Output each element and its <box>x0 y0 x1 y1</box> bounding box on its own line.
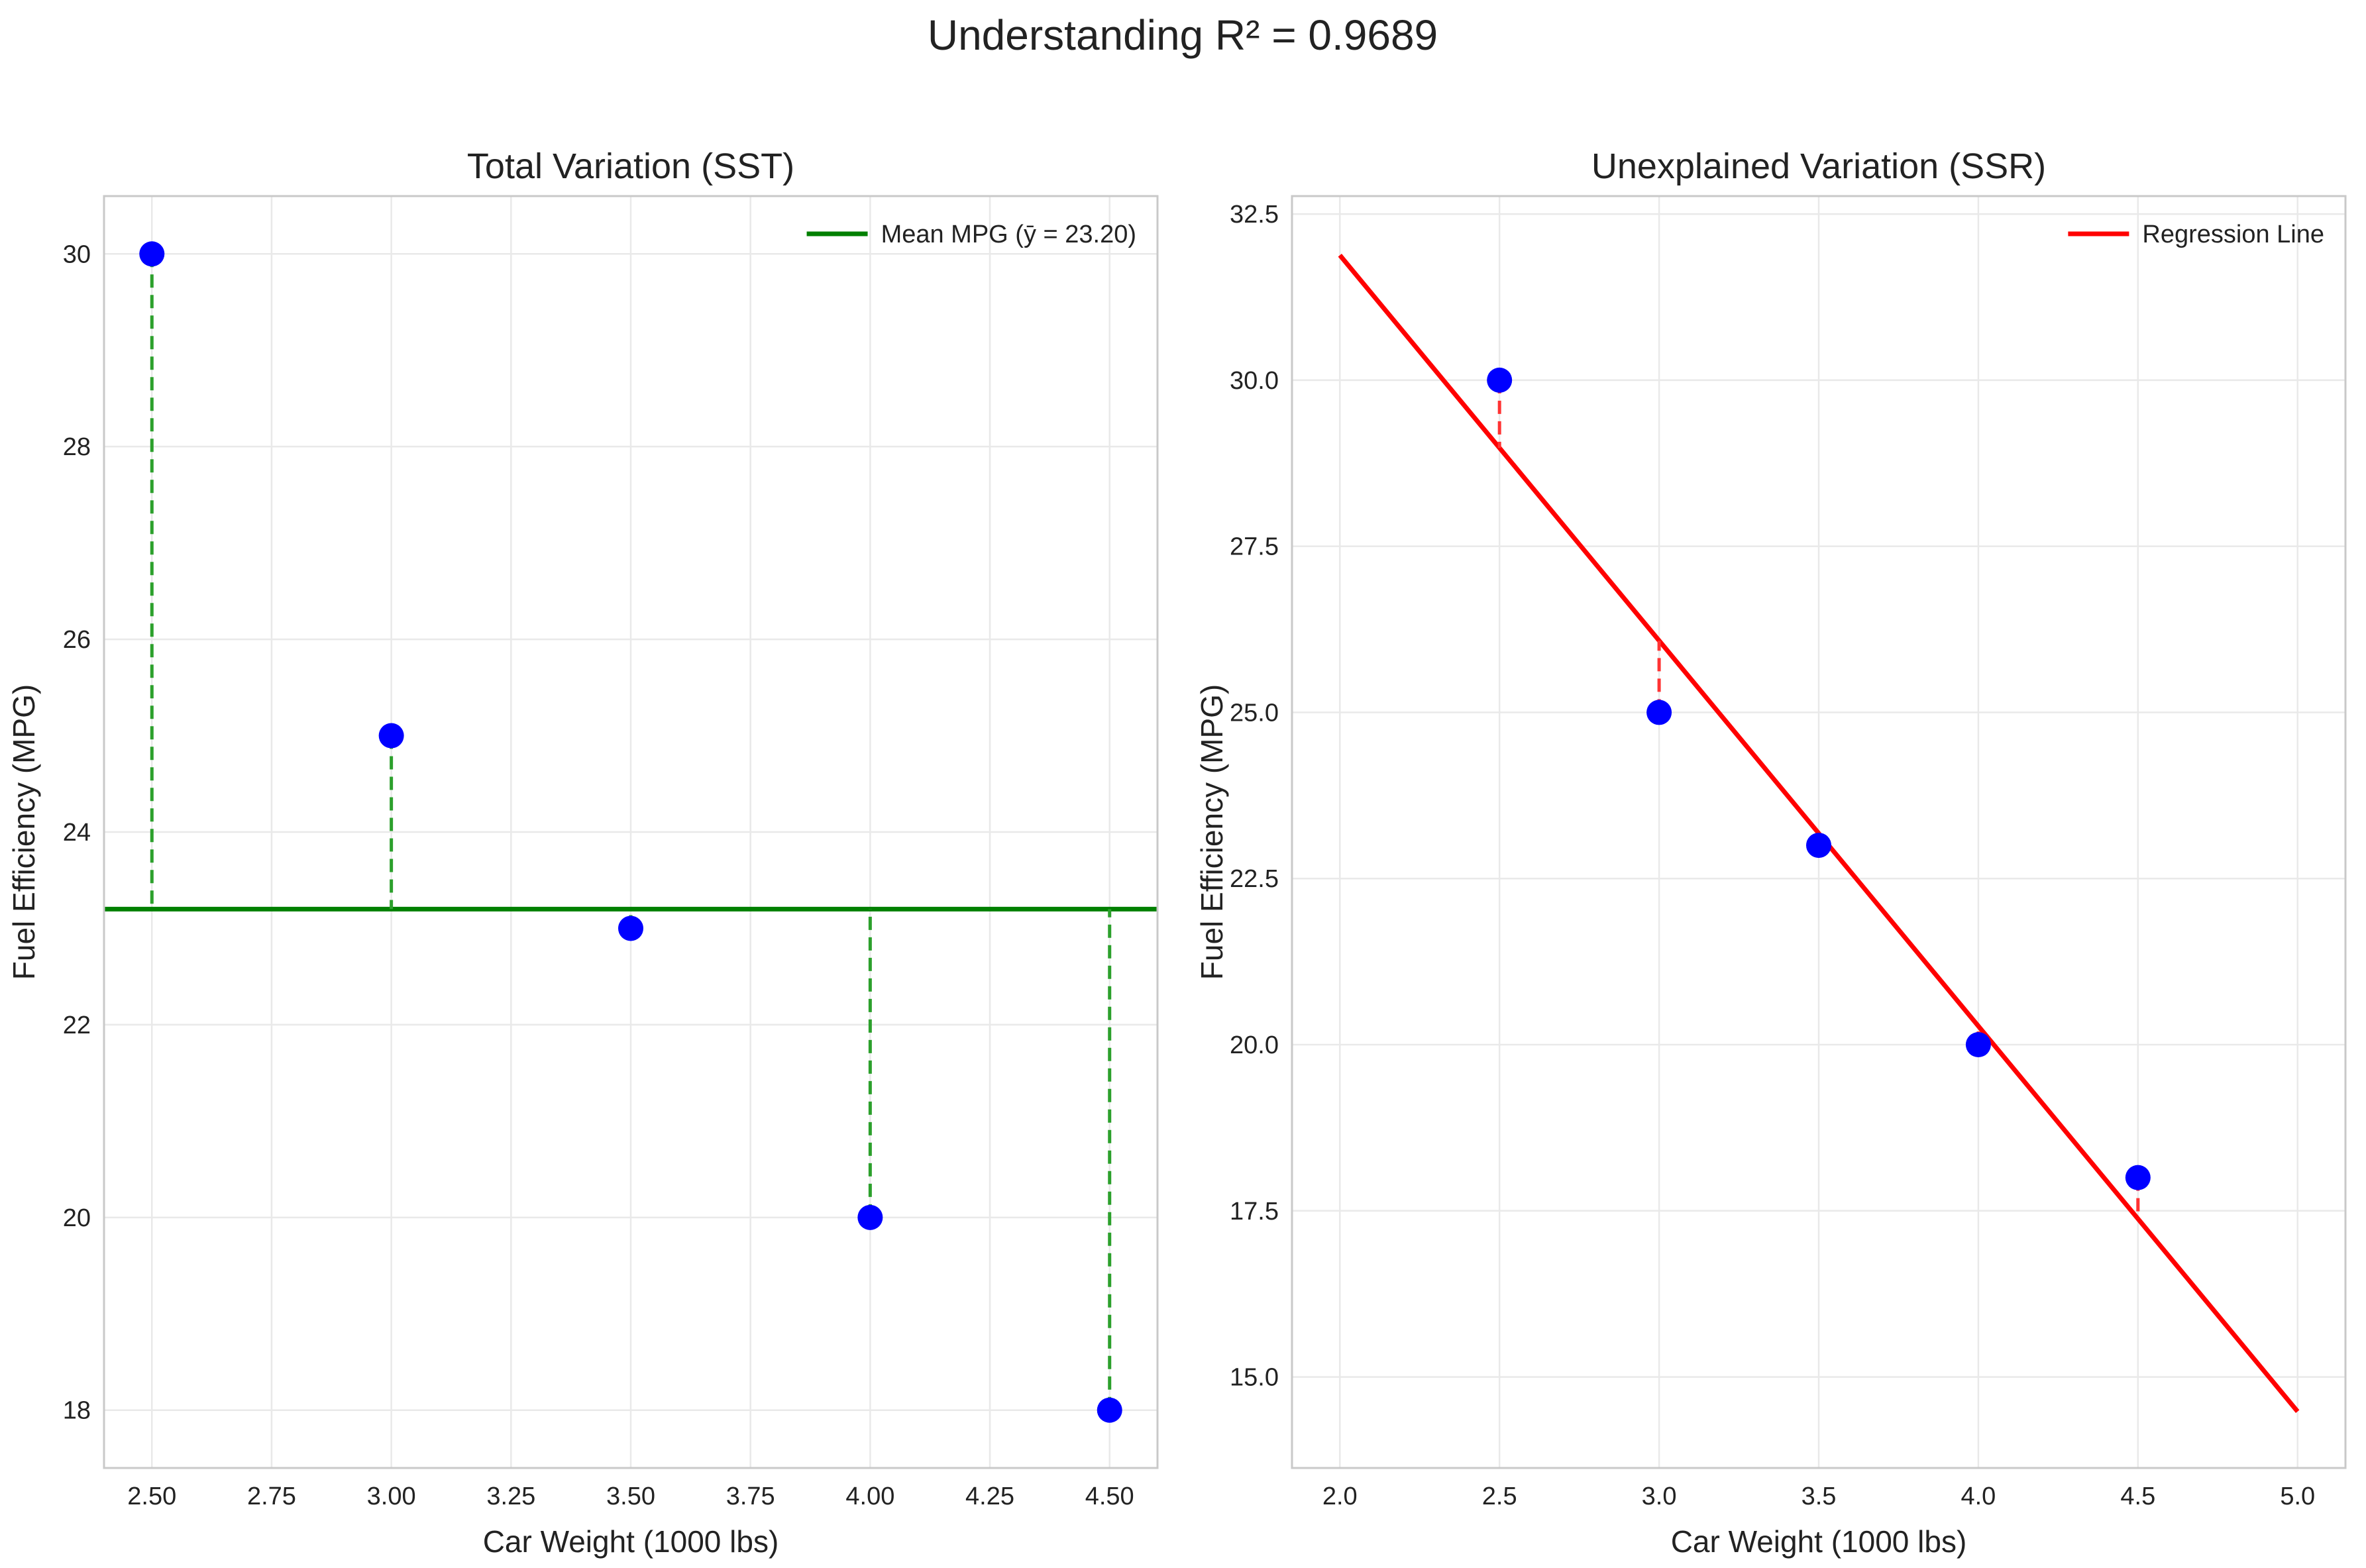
y-tick-label: 30 <box>63 240 91 268</box>
sst-panel: 2.50 2.75 3.00 3.25 3.50 3.75 4.00 4.25 4.50 18 20… <box>7 146 1159 1559</box>
data-point <box>1097 1397 1122 1423</box>
y-axis-label: Fuel Efficiency (MPG) <box>7 684 41 980</box>
x-tick-label: 3.50 <box>606 1483 655 1510</box>
axes-frame <box>103 195 1159 1469</box>
y-tick-label: 18 <box>63 1397 91 1425</box>
data-point <box>857 1204 883 1230</box>
y-tick-label: 15.0 <box>1230 1364 1279 1392</box>
x-tick-label: 4.5 <box>2120 1483 2155 1510</box>
y-tick-label: 32.5 <box>1230 201 1279 229</box>
legend: Regression Line <box>2068 221 2324 248</box>
x-tick-label: 4.0 <box>1961 1483 1996 1510</box>
x-tick-label: 4.50 <box>1085 1483 1134 1510</box>
y-tick-label: 25.0 <box>1230 699 1279 727</box>
data-point <box>378 723 404 749</box>
x-axis-label: Car Weight (1000 lbs) <box>483 1524 779 1559</box>
x-tick-label: 3.25 <box>486 1483 535 1510</box>
data-point <box>1806 833 1831 859</box>
y-tick-label: 28 <box>63 433 91 461</box>
data-point <box>1965 1032 1991 1058</box>
plot-area <box>104 241 1157 1423</box>
data-point <box>1487 367 1513 393</box>
x-tick-label: 4.00 <box>845 1483 894 1510</box>
legend: Mean MPG (ȳ = 23.20) <box>806 221 1136 248</box>
data-point <box>2125 1165 2151 1190</box>
y-axis-label: Fuel Efficiency (MPG) <box>1195 684 1229 980</box>
x-axis-label: Car Weight (1000 lbs) <box>1671 1524 1967 1559</box>
y-tick-label: 17.5 <box>1230 1198 1279 1226</box>
x-tick-label: 3.0 <box>1642 1483 1677 1510</box>
y-tick-label: 20 <box>63 1204 91 1232</box>
plot-area <box>1338 254 2300 1413</box>
axes-frame <box>1291 195 2347 1469</box>
data-point <box>1646 700 1672 725</box>
y-tick-label: 27.5 <box>1230 533 1279 561</box>
y-tick-label: 26 <box>63 626 91 654</box>
y-tick-label: 20.0 <box>1230 1031 1279 1059</box>
y-tick-label: 30.0 <box>1230 367 1279 395</box>
legend-label: Regression Line <box>2142 221 2324 248</box>
y-tick-label: 22.5 <box>1230 865 1279 893</box>
axes-title: Unexplained Variation (SSR) <box>1591 146 2046 186</box>
y-tick-label: 22 <box>63 1012 91 1039</box>
data-point <box>139 241 165 267</box>
x-tick-label: 5.0 <box>2280 1483 2315 1510</box>
x-tick-label: 3.00 <box>367 1483 416 1510</box>
data-point <box>618 915 643 941</box>
y-tick-label: 24 <box>63 819 91 847</box>
legend-label: Mean MPG (ȳ = 23.20) <box>881 221 1136 248</box>
x-tick-label: 2.5 <box>1482 1483 1517 1510</box>
axes-title: Total Variation (SST) <box>467 146 794 186</box>
figure-title: Understanding R² = 0.9689 <box>928 11 1438 59</box>
ssr-panel: 2.0 2.5 3.0 3.5 4.0 4.5 5.0 15.0 17.5 20.0 22.5 25.… <box>1195 146 2347 1559</box>
x-tick-label: 2.50 <box>127 1483 176 1510</box>
x-tick-label: 3.5 <box>1801 1483 1837 1510</box>
x-tick-label: 3.75 <box>726 1483 775 1510</box>
x-tick-label: 2.75 <box>247 1483 296 1510</box>
x-tick-label: 2.0 <box>1322 1483 1358 1510</box>
x-tick-label: 4.25 <box>965 1483 1014 1510</box>
